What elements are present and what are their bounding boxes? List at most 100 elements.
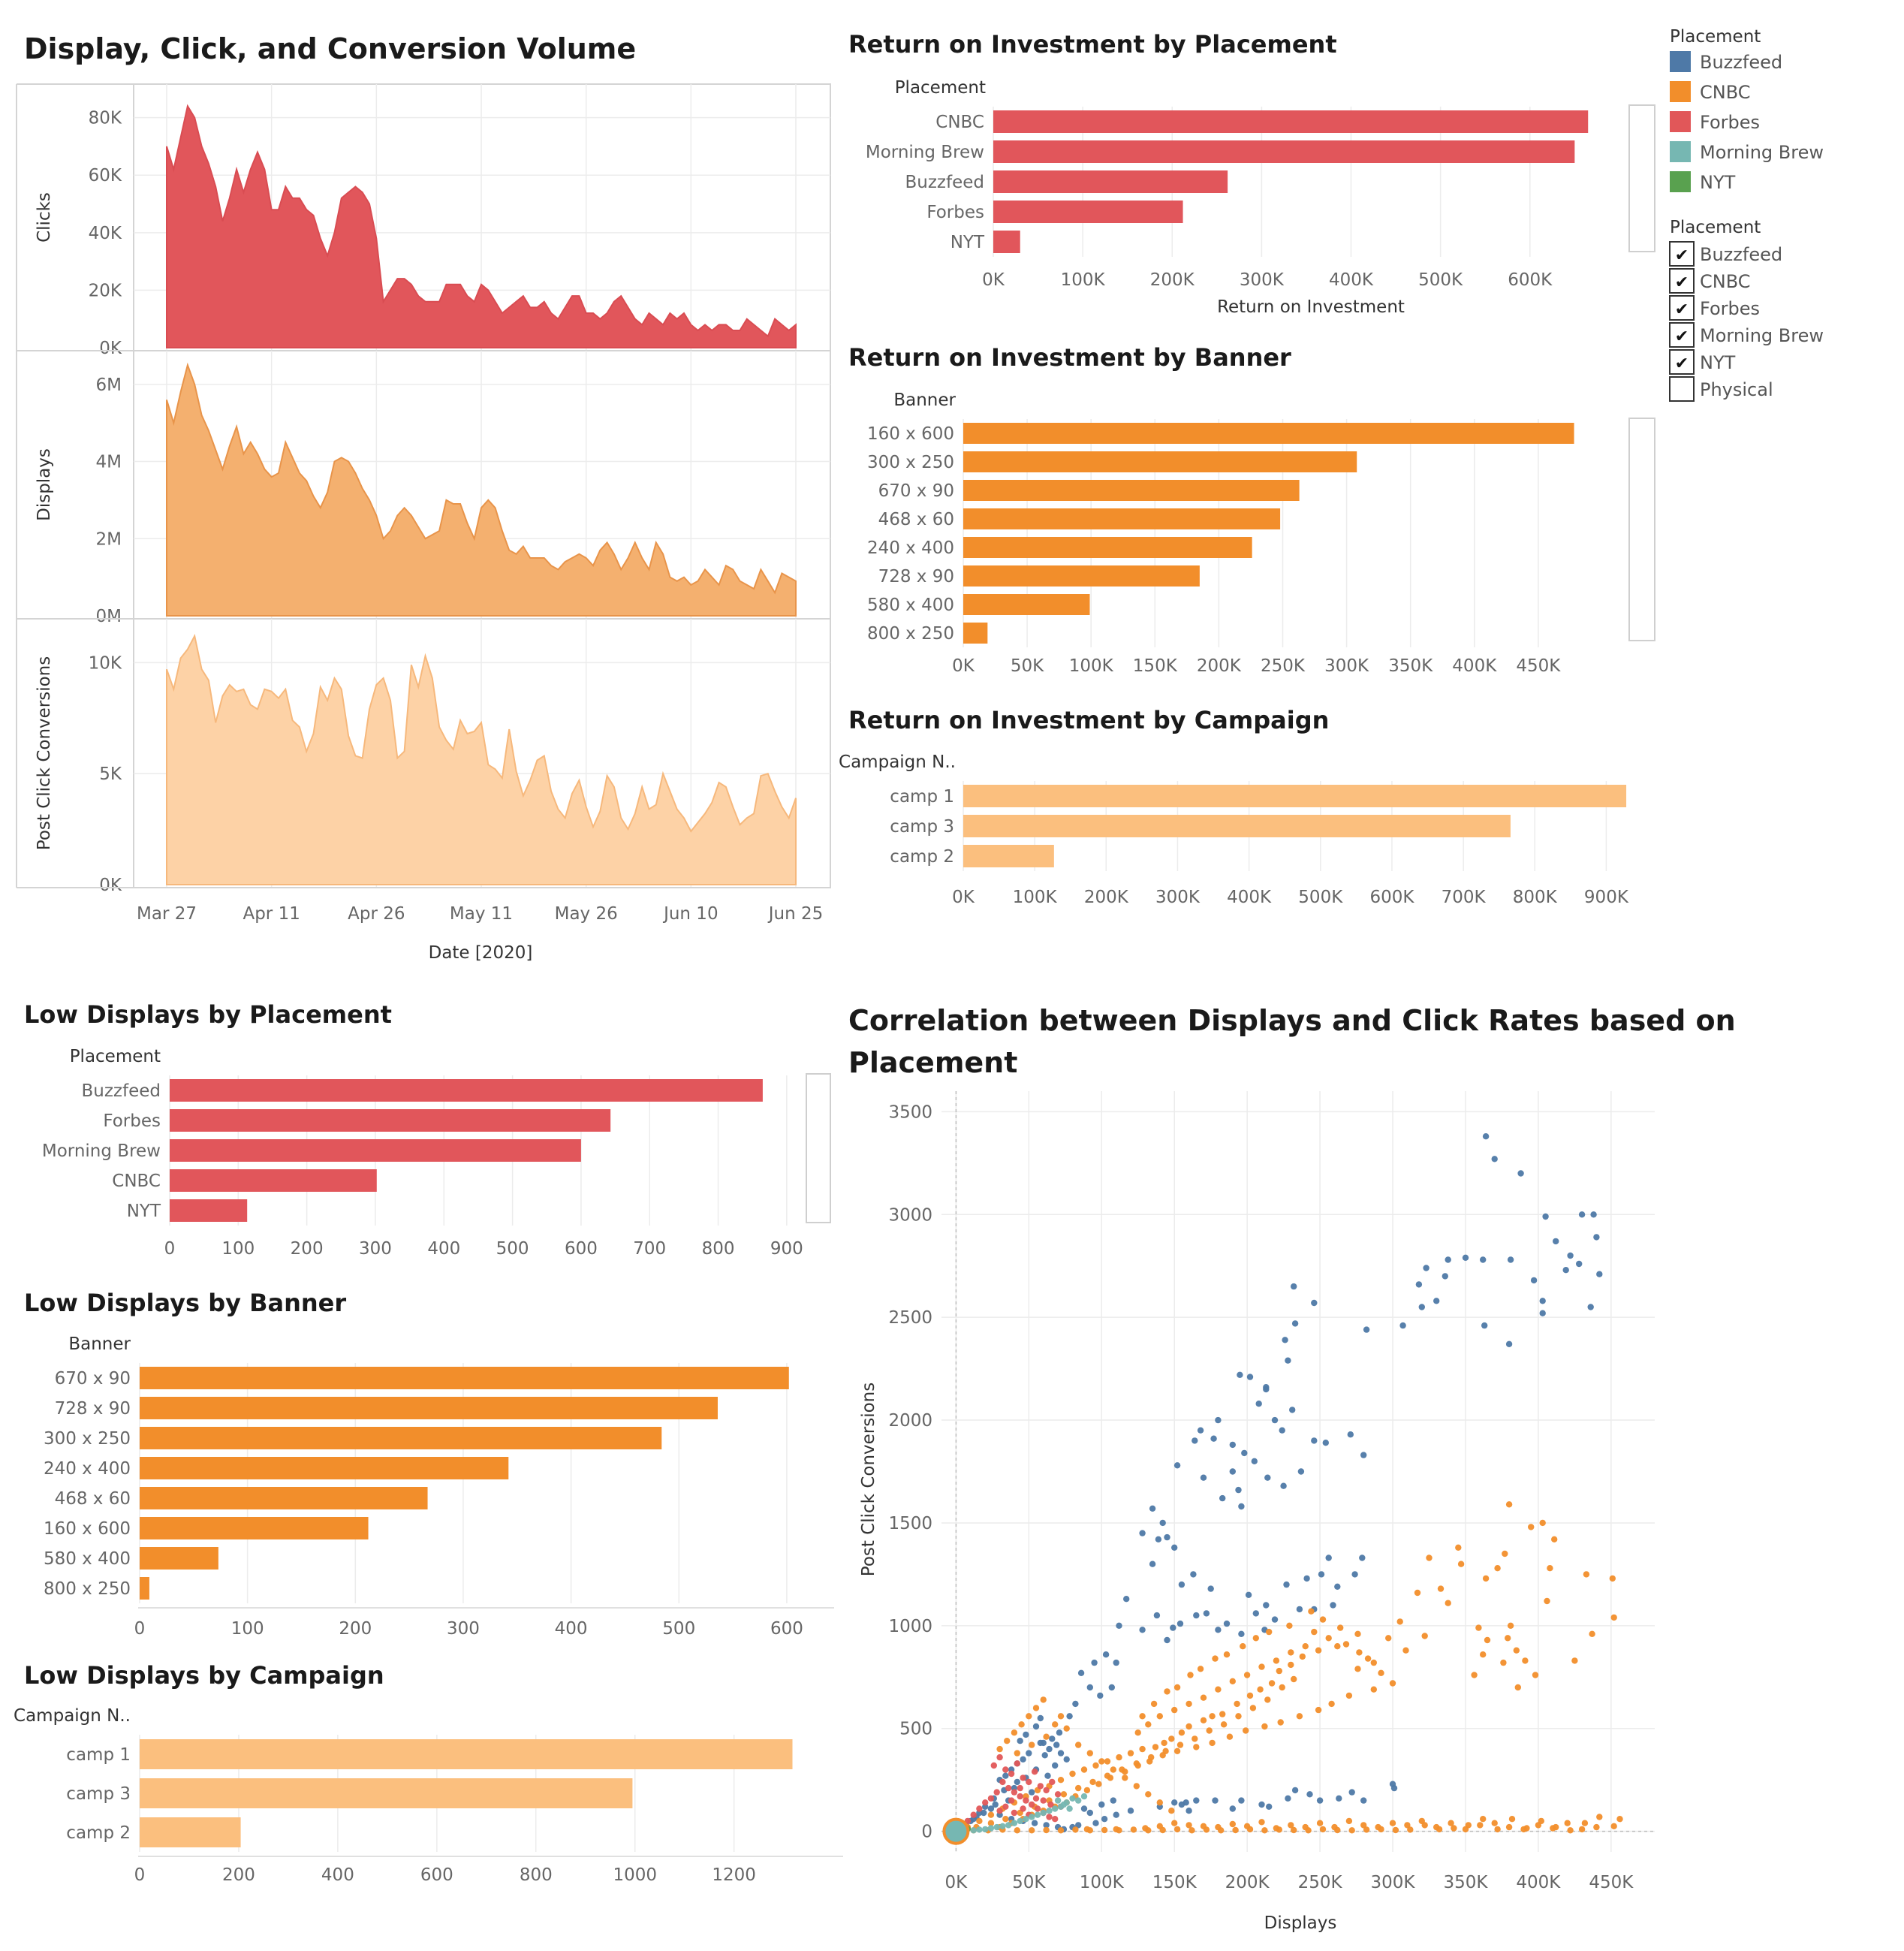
category-label: camp 3 <box>66 1784 131 1804</box>
scatter-point <box>1359 1554 1366 1561</box>
category-label: CNBC <box>935 113 984 132</box>
filter-checkbox[interactable] <box>1669 322 1695 348</box>
scatter-point <box>1544 1597 1550 1605</box>
row-header: Placement <box>895 78 986 98</box>
x-tick-label: 400 <box>555 1619 588 1639</box>
scatter-point <box>1481 1322 1488 1329</box>
scatter-point <box>1069 1795 1076 1802</box>
y-tick-label: 10K <box>89 653 122 673</box>
cnbc-series <box>958 1501 1623 1834</box>
scatter-point <box>1098 1758 1105 1765</box>
scatter-point <box>1004 1738 1011 1744</box>
scatter-point <box>976 1817 983 1825</box>
scatter-point <box>1360 1452 1367 1458</box>
scatter-point <box>1089 1778 1096 1786</box>
scatter-point <box>1507 1256 1514 1263</box>
color-legend: Placement Buzzfeed CNBC Forbes Morning Brew… <box>1670 27 1824 193</box>
scatter-point <box>1596 1814 1603 1820</box>
scatter-point <box>1334 1643 1341 1650</box>
scatter-point <box>1193 1797 1200 1804</box>
scatter-point <box>1315 1706 1322 1714</box>
x-tick-label: 0 <box>134 1619 146 1639</box>
scatter-point <box>1209 1713 1216 1720</box>
scatter-point <box>1123 1596 1130 1603</box>
scatter-point <box>1616 1816 1623 1823</box>
scatter-point <box>1252 1635 1260 1642</box>
scatter-point <box>1396 1618 1403 1625</box>
legend-swatch <box>1670 51 1691 72</box>
scatter-point <box>1053 1741 1060 1748</box>
volume-title: Display, Click, and Conversion Volume <box>24 32 636 65</box>
scatter-point <box>1113 1826 1119 1833</box>
scatter-point <box>1134 1762 1141 1769</box>
scatter-point <box>1587 1304 1594 1310</box>
scatter-point <box>1243 1823 1251 1829</box>
y-tick-label: 0K <box>99 876 122 895</box>
scatter-point <box>1238 1797 1245 1804</box>
scatter-point <box>1215 1627 1222 1633</box>
filter-label[interactable]: Buzzfeed <box>1700 244 1782 265</box>
x-tick-label: 150K <box>1152 1873 1198 1892</box>
scatter-point <box>1291 1826 1297 1834</box>
scatter-point <box>1020 1805 1026 1812</box>
scatter-point <box>1023 1816 1029 1823</box>
scatter-point <box>1092 1820 1099 1826</box>
scatter-point <box>1480 1651 1487 1658</box>
scatter-point <box>1156 1823 1164 1829</box>
scatter-point <box>1134 1729 1141 1736</box>
scatter-point <box>1057 1713 1065 1720</box>
scatter-point <box>1185 1822 1192 1829</box>
scatter-point <box>1220 1721 1228 1728</box>
x-tick-label: Jun 10 <box>662 904 719 924</box>
x-tick-label: 450K <box>1516 656 1561 676</box>
low-placement-scrollbar[interactable] <box>806 1073 831 1223</box>
filter-label[interactable]: Forbes <box>1700 298 1760 319</box>
scatter-point <box>1331 1823 1338 1831</box>
x-tick-label: 300K <box>1155 888 1201 907</box>
category-label: 240 x 400 <box>44 1459 131 1479</box>
scatter-point <box>1057 1827 1065 1834</box>
scatter-point <box>1011 1809 1018 1817</box>
morning-brew-series <box>970 1793 1088 1834</box>
scatter-point <box>1484 1636 1491 1644</box>
filter-checkbox[interactable] <box>1669 349 1695 375</box>
scatter-point <box>1156 1713 1164 1720</box>
filter-checkbox[interactable] <box>1669 376 1695 402</box>
scatter-point <box>1095 1781 1102 1787</box>
scatter-point <box>1571 1657 1578 1664</box>
scatter-point <box>1219 1711 1226 1717</box>
filter-checkbox[interactable] <box>1669 268 1695 294</box>
filter-label[interactable]: NYT <box>1700 352 1736 373</box>
bar <box>140 1397 718 1419</box>
filter-label[interactable]: Physical <box>1700 379 1773 400</box>
scatter-point <box>1164 1533 1170 1541</box>
scatter-point <box>1192 1437 1198 1444</box>
scatter-point <box>993 1789 1000 1796</box>
scatter-point <box>1188 1827 1195 1834</box>
scatter-point <box>1110 1797 1117 1804</box>
scatter-point <box>1345 1692 1353 1699</box>
y-tick-label: 20K <box>89 281 122 300</box>
scatter-point <box>1581 1820 1589 1826</box>
category-label: 728 x 90 <box>878 567 954 587</box>
scatter-point <box>1002 1772 1009 1779</box>
category-label: 160 x 600 <box>44 1519 131 1539</box>
x-tick-label: 400K <box>1227 888 1272 907</box>
scatter-point <box>1229 1820 1237 1828</box>
filter-checkbox[interactable] <box>1669 295 1695 321</box>
scatter-point <box>1173 1747 1181 1754</box>
scatter-point <box>1288 1822 1294 1829</box>
roi-banner-scrollbar[interactable] <box>1628 418 1655 641</box>
filter-label[interactable]: Morning Brew <box>1700 325 1824 346</box>
volume-x-axis-label: Date [2020] <box>429 943 533 963</box>
filter-checkbox[interactable] <box>1669 241 1695 267</box>
roi-placement-scrollbar[interactable] <box>1628 104 1655 252</box>
scatter-point <box>1040 1696 1047 1703</box>
filter-label[interactable]: CNBC <box>1700 271 1751 292</box>
row-header: Campaign N.. <box>839 752 956 772</box>
scatter-point <box>1491 1156 1498 1162</box>
scatter-point <box>1200 1694 1207 1701</box>
scatter-point <box>1268 1680 1276 1687</box>
x-tick-label: 0K <box>945 1873 969 1892</box>
scatter-point <box>1257 1686 1264 1693</box>
